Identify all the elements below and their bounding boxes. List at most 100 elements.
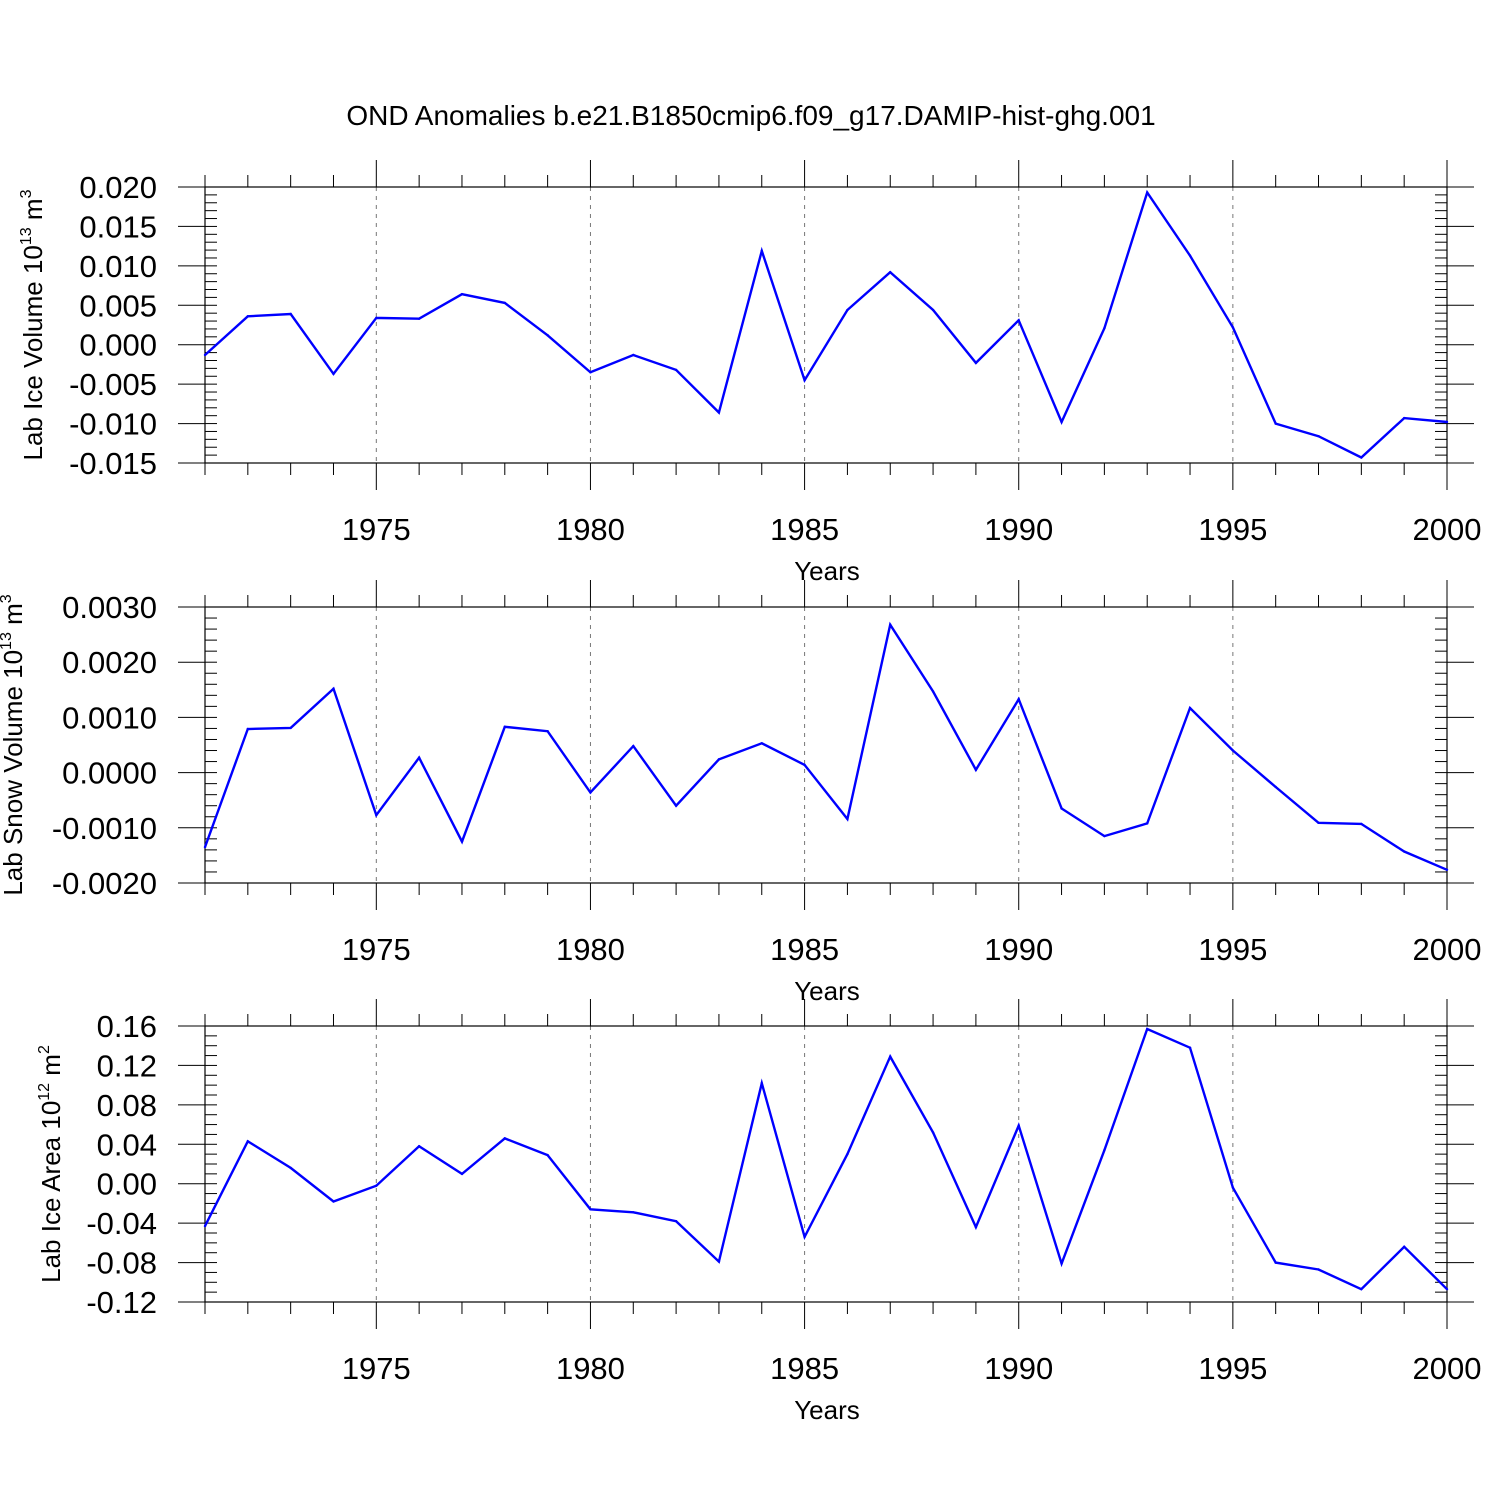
x-axis-label: Years [794,976,860,1006]
x-tick-label: 2000 [1413,512,1482,547]
series-line [203,621,1448,871]
y-tick-label: 0.12 [97,1048,157,1083]
data-point [503,725,506,728]
plot-frame [204,606,1448,884]
data-point [203,353,207,357]
data-point [546,334,549,337]
data-point [203,1224,207,1228]
data-point [1360,1287,1363,1291]
data-point [1103,326,1106,330]
x-axis-label: Years [794,1395,860,1425]
data-point [1017,319,1020,322]
data-point [1402,416,1406,420]
data-point [1146,822,1149,825]
y-tick-label: 0.000 [79,328,157,363]
data-point [1188,1046,1192,1049]
x-tick-label: 1985 [770,512,839,547]
data-point [846,1152,849,1156]
data-point [589,1208,592,1211]
data-point [1060,807,1063,810]
y-tick-label: -0.0010 [52,811,157,846]
data-point [803,1235,806,1239]
panel-2: -0.0020 -0.0010 0.0000 0.0010 0.0020 0.0030 19… [0,580,1481,1006]
data-point [460,1172,464,1176]
y-tick-label: -0.0020 [52,866,157,901]
data-point [203,845,207,849]
data-point [1274,785,1277,789]
y-tick-label: -0.010 [69,407,157,442]
data-point [417,1145,421,1148]
data-point [931,308,935,312]
y-tick-label: -0.08 [86,1246,157,1281]
data-point [974,1225,978,1229]
data-point [674,368,678,372]
data-point [332,372,335,376]
x-tick-label: 1990 [984,932,1053,967]
data-point [632,744,635,748]
data-point [931,1131,935,1134]
x-tick-label: 1980 [556,512,625,547]
data-point [1317,821,1320,825]
data-point [460,840,464,843]
y-tick-label: 0.010 [79,249,157,284]
figure-title: OND Anomalies b.e21.B1850cmip6.f09_g17.D… [346,100,1155,131]
data-point [803,379,806,382]
data-point [889,1055,892,1058]
data-point [546,730,549,733]
data-point [674,1219,678,1223]
data-point [1017,1124,1020,1127]
data-point [1274,1261,1277,1264]
plot-frame [204,186,1448,464]
data-point [332,1200,335,1203]
data-point [974,768,978,772]
data-point [589,791,592,794]
data-point [246,727,250,731]
data-point [889,623,892,626]
x-tick-label: 1975 [342,1351,411,1386]
y-tick-label: 0.0010 [62,700,157,735]
data-point [503,1137,506,1140]
data-point [1060,1262,1063,1265]
data-point [375,813,378,817]
data-point [1231,1186,1235,1189]
data-point [375,316,378,320]
data-point [589,371,592,374]
data-point [289,1166,292,1170]
x-tick-label: 1975 [342,932,411,967]
data-point [332,687,335,690]
x-tick-label: 1975 [342,512,411,547]
data-point [1231,326,1235,329]
y-tick-label: 0.16 [97,1009,157,1044]
data-point [674,804,678,807]
data-point [1360,822,1363,826]
data-point [1017,697,1020,701]
y-tick-label: 0.0020 [62,645,157,680]
y-axis-label: Lab Snow Volume 1013 m3 [0,594,28,895]
data-point [289,312,292,316]
data-point [1146,1027,1149,1031]
data-point [546,1153,549,1157]
data-point [1188,706,1192,710]
data-point [1402,1245,1406,1249]
data-point [803,763,806,767]
data-point [1402,850,1406,853]
data-point [1445,1287,1449,1291]
data-point [1317,1268,1320,1271]
data-point [632,1211,635,1214]
x-axis-label: Years [794,556,860,586]
data-point [1445,868,1449,871]
data-point [760,742,763,745]
data-point [289,726,292,730]
y-tick-label: 0.020 [79,170,157,205]
y-tick-label: 0.00 [97,1167,157,1202]
x-tick-label: 1995 [1198,1351,1267,1386]
plot-frame [204,1025,1448,1303]
data-point [717,411,721,414]
data-point [375,1184,378,1187]
data-point [460,293,464,296]
data-point [760,1081,763,1085]
y-tick-label: 0.08 [97,1088,157,1123]
x-tick-label: 1995 [1198,512,1267,547]
data-point [1274,422,1277,425]
y-tick-label: 0.0030 [62,590,157,625]
